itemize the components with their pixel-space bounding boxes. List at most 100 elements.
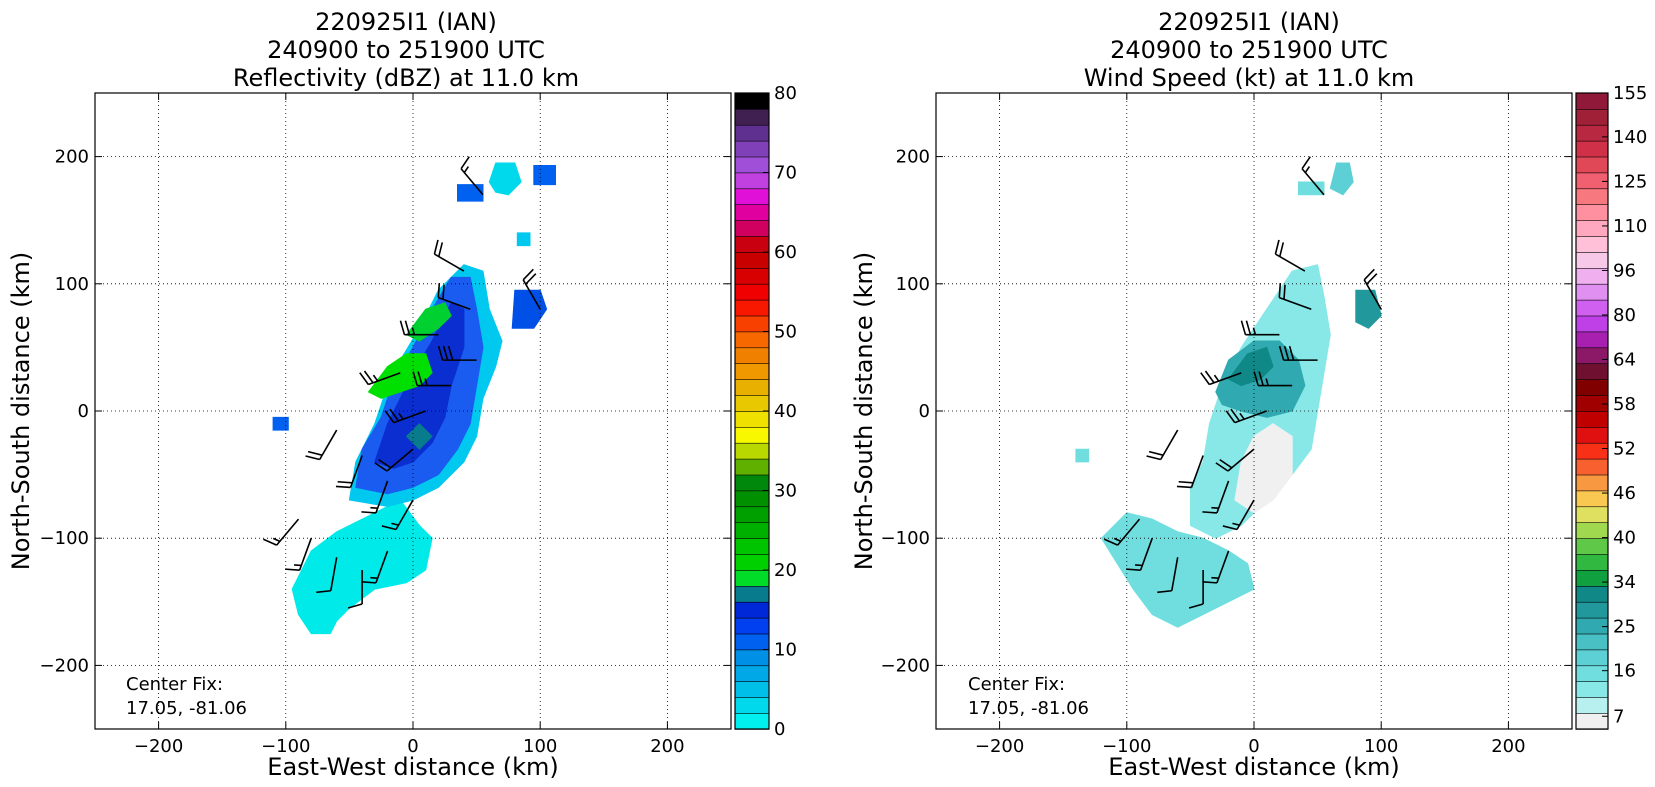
chart-title-line-1: 220925I1 (IAN) [315, 8, 497, 36]
colorbar-tick-label: 110 [1613, 216, 1647, 237]
x-tick-label: 100 [1364, 736, 1398, 757]
colorbar-tick-label: 16 [1613, 661, 1636, 682]
colorbar-swatch [734, 172, 770, 190]
y-axis-label: North-South distance (km) [850, 252, 878, 571]
echo-region [488, 162, 522, 196]
x-axis-label: East-West distance (km) [1108, 753, 1399, 781]
echo-region [1329, 162, 1354, 196]
colorbar-swatch [1575, 188, 1609, 205]
y-tick-label: 200 [896, 147, 930, 168]
colorbar-swatch [1575, 649, 1609, 667]
wind-barb [1278, 283, 1312, 310]
x-tick-label: −200 [975, 736, 1024, 757]
wind-barb [263, 518, 300, 546]
y-tick-label: −100 [881, 528, 930, 549]
echo-region [1100, 512, 1255, 628]
center-fix-value: 17.05, -81.06 [126, 698, 247, 719]
chart-title-line-2: 240900 to 251900 UTC [267, 36, 545, 64]
wind-barb [1363, 268, 1382, 310]
colorbar-swatch [1575, 410, 1609, 428]
x-tick-label: −200 [134, 736, 183, 757]
wind-barbs-layer [263, 156, 541, 609]
x-tick-label: −100 [1102, 736, 1151, 757]
colorbar-swatch [1575, 378, 1609, 396]
colorbar-swatch [734, 108, 770, 126]
colorbar-tick-label: 80 [774, 83, 797, 104]
colorbar-swatch [734, 696, 770, 714]
colorbar-tick-label: 60 [774, 242, 797, 263]
colorbar-tick-label: 70 [774, 163, 797, 184]
wind-barb [359, 370, 401, 386]
colorbar-swatch [734, 299, 770, 317]
wind-barb [1104, 518, 1141, 546]
wind-barb [361, 480, 389, 514]
colorbar-swatch [1575, 537, 1609, 555]
x-tick-label: 200 [650, 736, 684, 757]
echo-region [291, 499, 433, 635]
colorbar-swatch [734, 331, 770, 349]
wind-barb [460, 156, 484, 196]
colorbar-swatch [1575, 633, 1609, 651]
colorbar-tick-label: 20 [774, 560, 797, 581]
colorbar-swatch [734, 156, 770, 174]
colorbar-swatch [1575, 235, 1609, 253]
colorbar-swatch [1575, 442, 1609, 460]
colorbar-swatch [734, 506, 770, 523]
colorbar-swatch [734, 649, 770, 667]
colorbar-swatch [734, 712, 770, 730]
colorbar-swatch [1575, 426, 1609, 444]
colorbar-tick-label: 50 [774, 322, 797, 343]
colorbar-swatch [734, 569, 770, 587]
colorbar-swatch [734, 585, 770, 603]
colorbar-swatch [734, 553, 770, 571]
center-fix-value: 17.05, -81.06 [968, 698, 1089, 719]
colorbar-swatch [1575, 696, 1609, 714]
colorbar-frame [1575, 92, 1609, 730]
colorbar-swatch [734, 426, 770, 444]
echo-region [1298, 181, 1325, 196]
colorbar-swatch [1575, 299, 1609, 317]
wind-barb [1126, 537, 1153, 571]
y-tick-label: 100 [55, 274, 89, 295]
colorbar-swatch [1575, 331, 1609, 349]
chart-title-line-1: 220925I1 (IAN) [1158, 8, 1340, 36]
colorbar-swatch [1575, 521, 1609, 539]
y-tick-label: −100 [40, 528, 89, 549]
wind-barb [1253, 371, 1293, 387]
colorbar-swatch [734, 188, 770, 205]
colorbar-swatch [734, 283, 770, 301]
colorbar-swatch [1575, 617, 1609, 635]
colorbar-swatch [1575, 362, 1609, 380]
chart-title-line-3: Wind Speed (kt) at 11.0 km [1084, 64, 1415, 92]
wind-barb [1240, 320, 1280, 336]
wind-speed-panel: 220925I1 (IAN) 240900 to 251900 UTC Wind… [850, 8, 1647, 781]
wind-barb [433, 239, 465, 272]
chart-title-line-2: 240900 to 251900 UTC [1110, 36, 1388, 64]
echo-region [511, 289, 548, 329]
colorbar-swatch [1575, 108, 1609, 126]
colorbar-swatch [1575, 124, 1609, 142]
wind-barb [1188, 570, 1204, 609]
echo-region [1075, 448, 1090, 463]
reflectivity-panel: 220925I1 (IAN) 240900 to 251900 UTC Refl… [7, 8, 797, 781]
colorbar-swatch [734, 442, 770, 460]
colorbar-swatch [1575, 347, 1609, 364]
wind-barb [1274, 239, 1306, 272]
echo-region [516, 232, 531, 247]
wind-barb [1202, 550, 1230, 584]
colorbar-tick-label: 34 [1613, 572, 1636, 593]
wind-barb [399, 320, 439, 336]
colorbar-swatch [734, 251, 770, 269]
colorbar-swatch [734, 394, 770, 412]
echo-region [405, 302, 452, 342]
wind-barb [347, 570, 363, 609]
colorbar-swatch [734, 633, 770, 651]
x-tick-label: 200 [1491, 736, 1525, 757]
colorbar-tick-label: 155 [1613, 83, 1647, 104]
wind-barb [1215, 448, 1255, 472]
colorbar-swatch [1575, 92, 1609, 110]
echo-region [405, 422, 433, 450]
echo-region [533, 165, 556, 186]
colorbar-swatch [734, 140, 770, 158]
colorbar-swatch [734, 490, 770, 508]
